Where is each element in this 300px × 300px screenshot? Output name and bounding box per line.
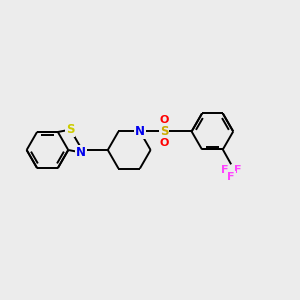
Text: F: F xyxy=(234,165,242,175)
Text: O: O xyxy=(160,115,169,125)
Text: O: O xyxy=(160,138,169,148)
Text: S: S xyxy=(66,123,75,136)
Text: N: N xyxy=(135,125,145,138)
Text: S: S xyxy=(160,125,169,138)
Text: F: F xyxy=(221,165,228,175)
Text: F: F xyxy=(227,172,235,182)
Text: N: N xyxy=(76,146,86,159)
